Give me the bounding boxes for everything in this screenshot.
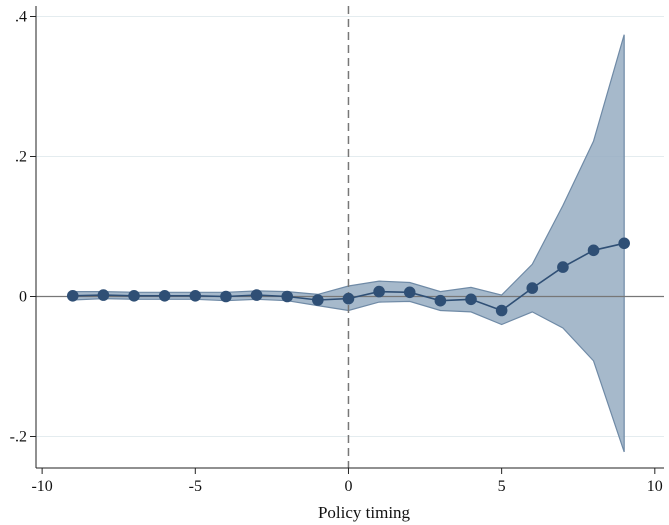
estimate-point xyxy=(434,294,447,307)
y-tick-label: .4 xyxy=(15,9,27,26)
confidence-band-area xyxy=(72,34,625,453)
estimate-point xyxy=(128,290,140,302)
x-tick-label: -5 xyxy=(189,478,202,495)
estimate-point xyxy=(526,282,539,294)
x-tick-label: 5 xyxy=(498,478,506,495)
estimate-point xyxy=(281,290,294,303)
estimate-point xyxy=(220,290,232,303)
estimate-point xyxy=(342,292,355,305)
estimate-point xyxy=(189,290,202,302)
y-tick-label: 0 xyxy=(19,289,27,306)
estimate-point xyxy=(97,289,110,301)
estimate-point xyxy=(312,294,324,306)
confidence-band xyxy=(72,34,625,453)
estimate-point xyxy=(495,304,508,317)
estimate-series xyxy=(66,237,630,317)
estimate-point xyxy=(66,290,79,302)
estimate-point xyxy=(403,286,416,299)
estimate-point xyxy=(250,289,263,301)
estimate-point xyxy=(587,244,600,257)
x-tick-label: -10 xyxy=(31,478,52,495)
estimate-point xyxy=(465,293,477,306)
y-tick-label: .2 xyxy=(15,149,27,166)
estimate-point xyxy=(373,285,385,298)
x-axis-title: Policy timing xyxy=(318,503,411,522)
y-tick-label: -.2 xyxy=(10,429,27,446)
estimate-point xyxy=(618,237,630,250)
x-tick-label: 10 xyxy=(647,478,663,495)
axes xyxy=(35,6,664,469)
x-tick-label: 0 xyxy=(344,478,352,495)
x-axis-ticks: -10 -5 0 5 10 xyxy=(31,468,663,495)
estimate-point xyxy=(158,290,171,302)
y-axis-ticks: -.2 0 .2 .4 xyxy=(10,9,36,446)
estimate-point xyxy=(557,261,569,273)
